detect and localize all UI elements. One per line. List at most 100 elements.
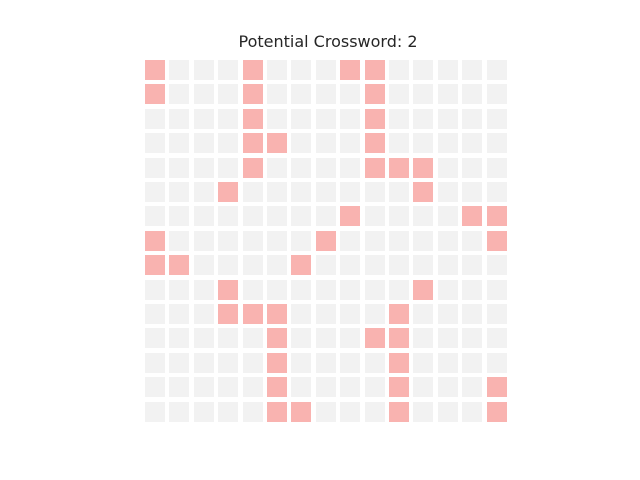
empty-cell — [462, 84, 483, 105]
empty-cell — [315, 84, 336, 105]
empty-cell — [291, 377, 312, 398]
empty-cell — [169, 133, 190, 154]
empty-cell — [462, 255, 483, 276]
empty-cell — [315, 157, 336, 178]
empty-cell — [291, 352, 312, 373]
filled-cell — [389, 401, 409, 422]
empty-cell — [315, 352, 336, 373]
empty-cell — [389, 108, 409, 129]
empty-cell — [437, 157, 458, 178]
empty-cell — [413, 401, 434, 422]
empty-cell — [291, 108, 312, 129]
empty-cell — [169, 328, 190, 349]
filled-cell — [242, 84, 263, 105]
empty-cell — [218, 108, 239, 129]
filled-cell — [145, 230, 165, 251]
empty-cell — [193, 377, 214, 398]
empty-cell — [340, 230, 361, 251]
empty-cell — [389, 230, 409, 251]
empty-cell — [364, 255, 385, 276]
filled-cell — [267, 377, 287, 398]
filled-cell — [315, 230, 336, 251]
empty-cell — [413, 377, 434, 398]
empty-cell — [389, 279, 409, 300]
filled-cell — [486, 206, 507, 227]
empty-cell — [364, 279, 385, 300]
empty-cell — [486, 157, 507, 178]
filled-cell — [340, 206, 361, 227]
empty-cell — [291, 304, 312, 324]
empty-cell — [218, 60, 239, 80]
empty-cell — [315, 304, 336, 324]
empty-cell — [267, 157, 287, 178]
empty-cell — [413, 108, 434, 129]
empty-cell — [291, 230, 312, 251]
filled-cell — [486, 377, 507, 398]
empty-cell — [242, 279, 263, 300]
empty-cell — [364, 401, 385, 422]
empty-cell — [437, 182, 458, 202]
filled-cell — [169, 255, 190, 276]
empty-cell — [145, 182, 165, 202]
empty-cell — [315, 328, 336, 349]
empty-cell — [193, 352, 214, 373]
empty-cell — [437, 133, 458, 154]
empty-cell — [193, 108, 214, 129]
empty-cell — [462, 279, 483, 300]
empty-cell — [169, 84, 190, 105]
empty-cell — [218, 84, 239, 105]
empty-cell — [389, 255, 409, 276]
empty-cell — [486, 352, 507, 373]
filled-cell — [340, 60, 361, 80]
empty-cell — [340, 182, 361, 202]
empty-cell — [413, 255, 434, 276]
empty-cell — [169, 304, 190, 324]
figure-title: Potential Crossword: 2 — [238, 32, 418, 51]
empty-cell — [437, 304, 458, 324]
empty-cell — [193, 255, 214, 276]
filled-cell — [267, 328, 287, 349]
empty-cell — [218, 377, 239, 398]
empty-cell — [291, 328, 312, 349]
empty-cell — [389, 60, 409, 80]
empty-cell — [389, 133, 409, 154]
filled-cell — [267, 401, 287, 422]
empty-cell — [364, 182, 385, 202]
empty-cell — [486, 279, 507, 300]
empty-cell — [462, 182, 483, 202]
empty-cell — [413, 230, 434, 251]
empty-cell — [462, 60, 483, 80]
filled-cell — [145, 84, 165, 105]
filled-cell — [364, 157, 385, 178]
empty-cell — [462, 133, 483, 154]
filled-cell — [242, 133, 263, 154]
empty-cell — [413, 304, 434, 324]
filled-cell — [364, 60, 385, 80]
empty-cell — [340, 352, 361, 373]
empty-cell — [218, 230, 239, 251]
empty-cell — [291, 133, 312, 154]
empty-cell — [389, 206, 409, 227]
empty-cell — [267, 108, 287, 129]
empty-cell — [315, 279, 336, 300]
empty-cell — [462, 230, 483, 251]
filled-cell — [364, 108, 385, 129]
empty-cell — [218, 133, 239, 154]
empty-cell — [364, 206, 385, 227]
empty-cell — [193, 304, 214, 324]
empty-cell — [267, 279, 287, 300]
empty-cell — [218, 328, 239, 349]
filled-cell — [413, 182, 434, 202]
empty-cell — [462, 401, 483, 422]
filled-cell — [267, 304, 287, 324]
empty-cell — [413, 352, 434, 373]
empty-cell — [242, 182, 263, 202]
filled-cell — [389, 304, 409, 324]
empty-cell — [291, 206, 312, 227]
filled-cell — [389, 377, 409, 398]
empty-cell — [242, 328, 263, 349]
empty-cell — [242, 401, 263, 422]
empty-cell — [169, 352, 190, 373]
empty-cell — [315, 255, 336, 276]
empty-cell — [291, 84, 312, 105]
